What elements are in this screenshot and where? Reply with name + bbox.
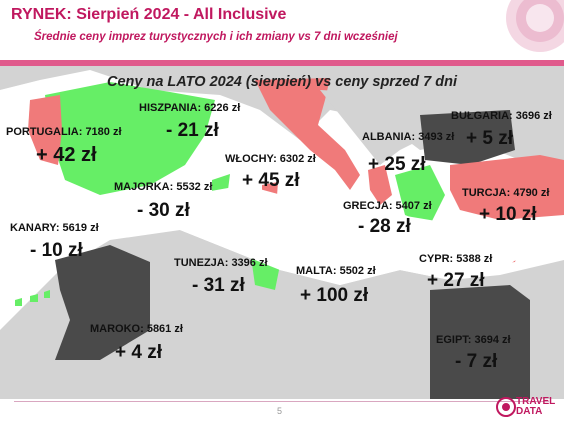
region-portugal [28,95,62,165]
map-title: Ceny na LATO 2024 (sierpień) vs ceny spr… [106,74,457,90]
label-majorka: MAJORKA: 5532 zł [114,181,213,193]
change-majorka: - 30 zł [137,200,190,221]
header-bar [0,60,564,66]
change-wlochy: + 45 zł [242,170,300,191]
logo-text-top: TRAVEL [516,396,556,407]
change-portugalia: + 42 zł [36,144,97,166]
region-majorca [212,174,230,192]
region-greece [395,165,445,225]
change-hiszpania: - 21 zł [166,120,219,141]
region-italy [255,78,360,190]
change-malta: + 100 zł [300,285,369,306]
region-spain [45,82,215,195]
region-morocco [55,245,150,360]
label-portugalia: PORTUGALIA: 7180 zł [6,126,122,138]
map-shapes [0,66,564,399]
region-canary [15,290,50,306]
page-number: 5 [277,406,283,416]
change-maroko: + 4 zł [115,342,162,363]
label-egipt: EGIPT: 3694 zł [436,334,511,346]
region-egypt [430,285,530,399]
logo-text-bottom: DATA [516,406,543,417]
travel-data-logo-icon [496,397,516,417]
label-tunezja: TUNEZJA: 3396 zł [174,257,268,269]
change-egipt: - 7 zł [455,351,498,372]
sea-mediterranean [160,185,540,285]
change-albania: + 25 zł [368,154,426,175]
label-wlochy: WŁOCHY: 6302 zł [225,153,316,165]
page-subtitle: Średnie ceny imprez turystycznych i ich … [34,31,398,43]
change-cypr: + 27 zł [427,270,485,291]
change-kanary: - 10 zł [30,240,83,261]
region-albania [368,165,392,205]
label-bulgaria: BUŁGARIA: 3696 zł [451,110,552,122]
region-balkans [320,90,440,165]
change-tunezja: - 31 zł [192,275,245,296]
label-turcja: TURCJA: 4790 zł [462,187,550,199]
change-grecja: - 28 zł [358,216,411,237]
label-albania: ALBANIA: 3493 zł [362,131,455,143]
label-malta: MALTA: 5502 zł [296,265,376,277]
logo-text: TRAVEL DATA [516,397,555,417]
header-background [0,0,564,60]
label-kanary: KANARY: 5619 zł [10,222,99,234]
label-hiszpania: HISZPANIA: 6226 zł [139,102,241,114]
map: Ceny na LATO 2024 (sierpień) vs ceny spr… [0,66,564,399]
label-cypr: CYPR: 5388 zł [419,253,493,265]
header: RYNEK: Sierpień 2024 - All Inclusive Śre… [0,0,564,60]
change-bulgaria: + 5 zł [466,128,513,149]
label-maroko: MAROKO: 5861 zł [90,323,183,335]
label-grecja: GRECJA: 5407 zł [343,200,432,212]
change-turcja: + 10 zł [479,204,537,225]
region-bulgaria [420,110,515,165]
page-title: RYNEK: Sierpień 2024 - All Inclusive [11,6,287,23]
region-turkey [450,155,564,220]
footer-divider [14,401,549,402]
